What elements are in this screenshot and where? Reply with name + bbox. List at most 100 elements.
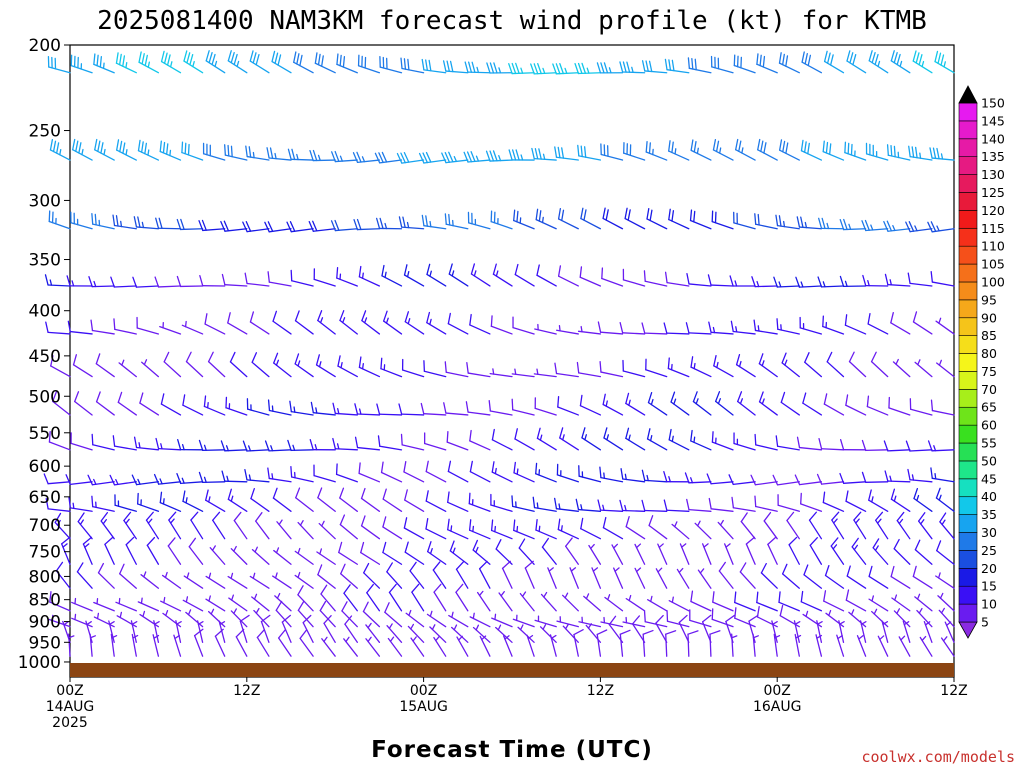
wind-barb-shaft	[709, 633, 712, 657]
wind-barb-feather	[382, 488, 387, 500]
wind-barb-feather	[597, 321, 602, 333]
wind-barb-feather	[579, 394, 583, 407]
wind-barb-feather	[185, 351, 192, 363]
wind-barb	[731, 633, 738, 657]
wind-barb-feather	[599, 466, 602, 479]
wind-barb-half-feather	[761, 360, 765, 367]
wind-barb	[228, 594, 248, 612]
wind-barb	[198, 439, 226, 452]
wind-barb-feather	[915, 52, 920, 64]
wind-barb-shaft	[579, 405, 602, 416]
wind-barb	[754, 495, 778, 512]
wind-barb-shaft	[740, 520, 756, 540]
y-axis: 2002503003504004505005506006507007508008…	[18, 36, 70, 673]
wind-barb-half-feather	[725, 543, 731, 548]
wind-barb	[218, 620, 226, 643]
wind-barb	[799, 316, 823, 335]
wind-barb	[181, 320, 204, 335]
wind-barb-feather	[137, 139, 141, 152]
wind-barb-feather	[600, 62, 605, 74]
wind-barb-feather	[374, 152, 381, 164]
wind-barb	[861, 439, 889, 452]
wind-barb-feather	[671, 210, 675, 222]
colorbar-label: 90	[981, 310, 997, 325]
wind-barb-shaft	[845, 404, 867, 416]
wind-barb-half-feather	[894, 594, 898, 601]
colorbar-label: 25	[981, 543, 997, 558]
wind-barb-shaft	[867, 323, 889, 335]
wind-barb-feather	[468, 519, 472, 531]
wind-barb	[404, 311, 425, 335]
wind-barb-shaft	[909, 282, 933, 287]
wind-barb-feather	[188, 537, 197, 548]
wind-barb	[354, 436, 381, 451]
colorbar-label: 10	[981, 597, 997, 612]
wind-barb-feather	[730, 320, 734, 333]
wind-barb	[366, 583, 381, 612]
wind-barb-half-feather	[498, 67, 502, 74]
wind-barb-shaft	[360, 497, 381, 512]
wind-barb-half-feather	[143, 571, 147, 578]
wind-barb-shaft	[48, 441, 71, 451]
wind-barb-feather	[384, 602, 390, 613]
wind-barb	[646, 208, 668, 230]
wind-barb	[68, 633, 75, 657]
wind-barb	[115, 597, 137, 612]
wind-barb-shaft	[447, 323, 469, 335]
wind-barb-shaft	[755, 505, 778, 512]
wind-barb	[803, 564, 823, 589]
wind-barb-feather	[914, 539, 921, 551]
wind-barb-shaft	[687, 633, 690, 657]
wind-barb-feather	[625, 515, 630, 528]
wind-barb-feather	[643, 270, 646, 282]
wind-barb-shaft	[291, 280, 314, 287]
wind-barb-feather	[198, 439, 204, 452]
wind-barb-feather	[309, 439, 314, 451]
wind-barb-feather	[336, 53, 339, 66]
wind-barb-feather	[255, 54, 260, 66]
wind-barb	[526, 634, 535, 657]
wind-barb	[382, 516, 403, 540]
wind-barb-feather	[601, 267, 604, 280]
colorbar-max-triangle	[958, 85, 978, 104]
wind-barb	[476, 590, 491, 612]
wind-barb-feather	[511, 495, 514, 508]
wind-barb-feather	[339, 487, 345, 499]
wind-barb-feather	[227, 144, 230, 157]
wind-barb-feather	[205, 489, 209, 501]
wind-barb-half-feather	[93, 280, 97, 288]
wind-barb	[47, 55, 71, 74]
wind-barb	[420, 402, 447, 416]
wind-barb-half-feather	[536, 502, 539, 509]
wind-barb	[554, 146, 579, 161]
wind-barb-half-feather	[119, 611, 123, 619]
colorbar-segment	[958, 424, 978, 444]
wind-barb	[802, 392, 823, 416]
wind-barb	[604, 594, 624, 612]
wind-barb-half-feather	[317, 154, 321, 162]
wind-barb-half-feather	[323, 636, 328, 643]
wind-barb-half-feather	[109, 621, 115, 626]
wind-barb	[173, 634, 182, 657]
wind-barb-feather	[447, 460, 452, 473]
wind-barb-feather	[776, 318, 779, 330]
wind-barb	[818, 217, 845, 230]
wind-barb	[478, 560, 491, 589]
wind-barb-half-feather	[903, 621, 910, 626]
wind-barb-half-feather	[138, 442, 141, 449]
wind-barb-feather	[400, 433, 403, 446]
wind-barb-shaft	[343, 592, 358, 612]
wind-barb-feather	[541, 537, 550, 548]
wind-barb-feather	[772, 474, 779, 486]
wind-barb-feather	[739, 562, 747, 573]
wind-barb-feather	[297, 600, 305, 611]
wind-barb-half-feather	[475, 155, 480, 162]
wind-barb-shaft	[514, 438, 535, 451]
wind-barb	[818, 437, 845, 451]
wind-barb-feather	[795, 276, 801, 288]
wind-barb	[686, 273, 712, 287]
wind-barb	[708, 497, 734, 512]
wind-barb-shaft	[565, 545, 579, 565]
wind-barb-half-feather	[481, 635, 487, 641]
wind-barb-shaft	[887, 449, 911, 452]
